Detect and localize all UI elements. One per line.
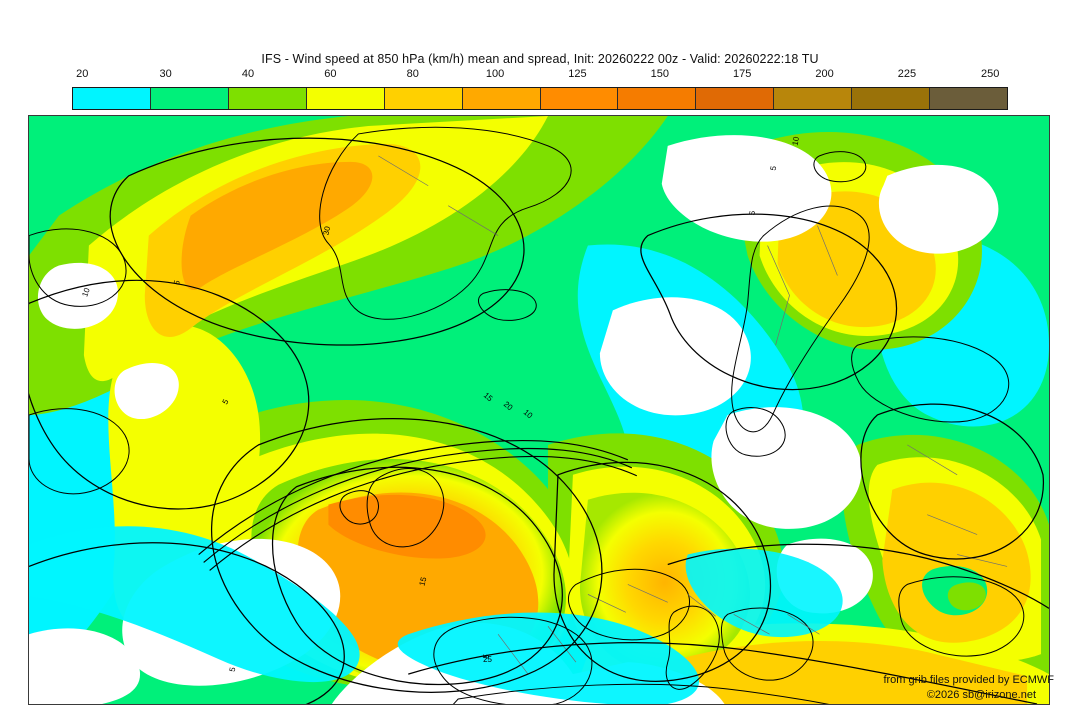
colorbar-segment-30 (150, 88, 229, 109)
colorbar-segment-150 (618, 88, 697, 109)
colorbar-tick-225: 225 (897, 68, 917, 80)
colorbar-segment-225 (852, 88, 931, 109)
colorbar-tick-40: 40 (241, 68, 255, 80)
svg-text:10: 10 (80, 286, 92, 298)
colorbar-tick-30: 30 (159, 68, 172, 80)
colorbar-segment-200 (774, 88, 853, 109)
svg-text:25: 25 (483, 655, 492, 664)
colorbar-segment-20 (73, 88, 151, 109)
colorbar-tick-labels: 20 30 40 60 80 100 125 150 175 200 225 250 (72, 68, 1008, 84)
colorbar-tick-60: 60 (324, 68, 337, 80)
colorbar-segment-40 (228, 88, 307, 109)
svg-text:10: 10 (791, 135, 802, 146)
colorbar-segment-80 (384, 88, 463, 109)
svg-text:30: 30 (322, 225, 333, 236)
colorbar-segment-60 (306, 88, 385, 109)
colorbar-segments (72, 87, 1008, 110)
copyright-credit: ©2026 sb@irizone.net (926, 689, 1036, 701)
svg-text:5: 5 (228, 666, 238, 672)
colorbar-tick-150: 150 (650, 68, 669, 80)
colorbar-segment-250 (930, 88, 1008, 109)
page-title: IFS - Wind speed at 850 hPa (km/h) mean … (261, 52, 819, 66)
colorbar-tick-250: 250 (981, 68, 1000, 80)
colorbar-segment-100 (462, 88, 541, 109)
data-source-credit: from grib files provided by ECMWF (883, 674, 1054, 686)
svg-text:5: 5 (221, 397, 231, 406)
colorbar: 20 30 40 60 80 100 125 150 175 200 225 250 (72, 68, 1008, 110)
colorbar-segment-125 (540, 88, 619, 109)
svg-text:5: 5 (748, 210, 758, 216)
svg-text:5: 5 (172, 279, 182, 286)
colorbar-tick-175: 175 (732, 68, 752, 80)
wind-speed-field: 10 5 15 20 10 15 5 10 5 5 5 5 25 30 (29, 116, 1049, 704)
map-panel[interactable]: 10 5 15 20 10 15 5 10 5 5 5 5 25 30 (28, 115, 1050, 705)
colorbar-tick-100: 100 (485, 68, 505, 80)
svg-text:5: 5 (481, 653, 491, 659)
svg-text:15: 15 (417, 575, 428, 586)
colorbar-tick-20: 20 (76, 68, 89, 80)
colorbar-tick-125: 125 (568, 68, 587, 80)
svg-text:5: 5 (769, 165, 779, 171)
colorbar-tick-200: 200 (815, 68, 834, 80)
colorbar-tick-80: 80 (406, 68, 419, 80)
colorbar-segment-175 (696, 88, 775, 109)
